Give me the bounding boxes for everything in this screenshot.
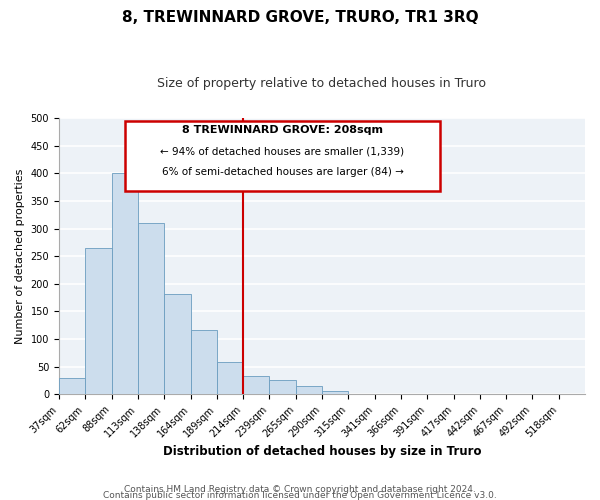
FancyBboxPatch shape: [125, 121, 440, 192]
Bar: [296, 386, 322, 394]
Text: 8 TREWINNARD GROVE: 208sqm: 8 TREWINNARD GROVE: 208sqm: [182, 125, 383, 135]
Bar: [322, 391, 348, 394]
Text: Contains HM Land Registry data © Crown copyright and database right 2024.: Contains HM Land Registry data © Crown c…: [124, 484, 476, 494]
Bar: [85, 248, 112, 394]
Bar: [164, 294, 191, 394]
Title: Size of property relative to detached houses in Truro: Size of property relative to detached ho…: [157, 78, 487, 90]
Text: ← 94% of detached houses are smaller (1,339): ← 94% of detached houses are smaller (1,…: [160, 146, 404, 156]
Text: 8, TREWINNARD GROVE, TRURO, TR1 3RQ: 8, TREWINNARD GROVE, TRURO, TR1 3RQ: [122, 10, 478, 25]
Bar: [138, 223, 164, 394]
Bar: [59, 378, 85, 394]
Bar: [191, 330, 217, 394]
X-axis label: Distribution of detached houses by size in Truro: Distribution of detached houses by size …: [163, 444, 481, 458]
Bar: [269, 380, 296, 394]
Text: 6% of semi-detached houses are larger (84) →: 6% of semi-detached houses are larger (8…: [161, 168, 403, 177]
Bar: [217, 362, 243, 394]
Text: Contains public sector information licensed under the Open Government Licence v3: Contains public sector information licen…: [103, 490, 497, 500]
Bar: [243, 376, 269, 394]
Y-axis label: Number of detached properties: Number of detached properties: [15, 168, 25, 344]
Bar: [112, 174, 138, 394]
